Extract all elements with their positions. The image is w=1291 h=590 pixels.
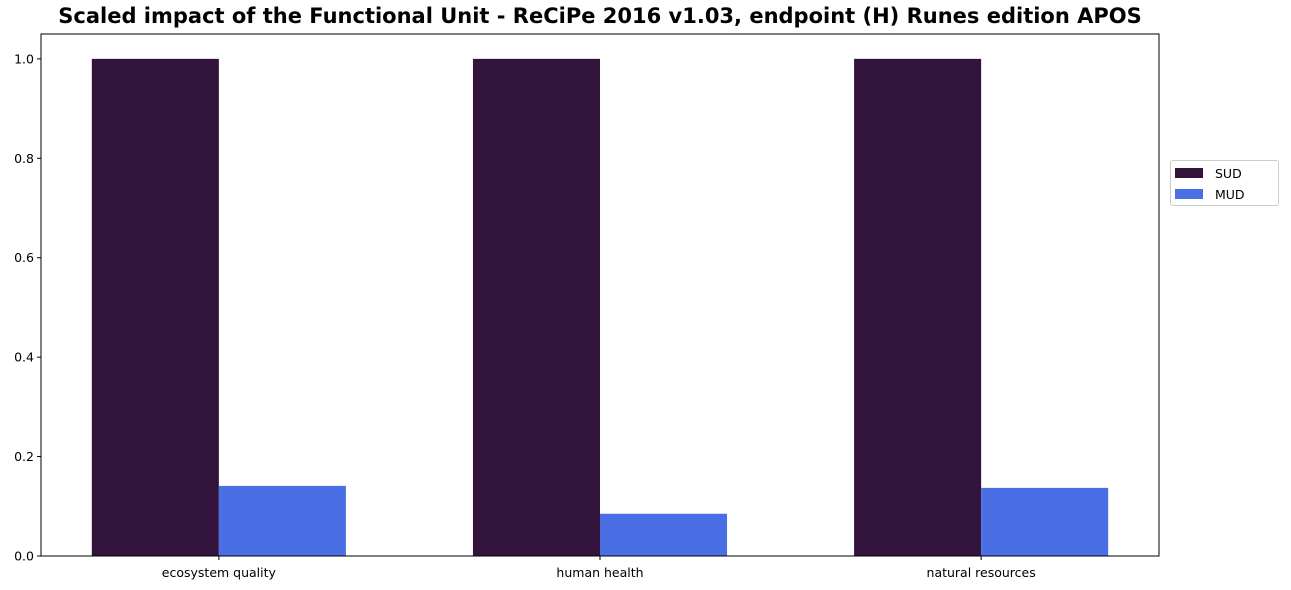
plot-frame xyxy=(40,33,1160,557)
legend: SUD MUD xyxy=(1170,160,1279,206)
y-tick-label: 0.4 xyxy=(14,350,34,365)
bars-group xyxy=(91,58,1109,556)
legend-label-sud: SUD xyxy=(1215,165,1242,181)
bar-mud-natural-resources xyxy=(981,487,1109,556)
y-tick-label: 0.2 xyxy=(14,449,34,464)
y-tick-label: 1.0 xyxy=(14,51,34,66)
bar-mud-ecosystem-quality xyxy=(218,485,346,556)
bar-sud-natural-resources xyxy=(854,58,982,556)
x-tick-label: natural resources xyxy=(927,565,1036,580)
legend-item-sud: SUD xyxy=(1175,163,1242,183)
x-axis: ecosystem quality human health natural res… xyxy=(162,556,1036,580)
y-tick-label: 0.8 xyxy=(14,151,34,166)
bar-sud-ecosystem-quality xyxy=(91,58,219,556)
legend-swatch-mud xyxy=(1175,189,1203,199)
y-tick-label: 0.6 xyxy=(14,250,34,265)
legend-swatch-sud xyxy=(1175,168,1203,178)
x-tick-label: human health xyxy=(556,565,643,580)
legend-item-mud: MUD xyxy=(1175,184,1245,204)
x-tick-label: ecosystem quality xyxy=(162,565,277,580)
bar-sud-human-health xyxy=(472,58,600,556)
legend-label-mud: MUD xyxy=(1215,186,1245,202)
chart-title: Scaled impact of the Functional Unit - R… xyxy=(58,4,1142,28)
y-tick-label: 0.0 xyxy=(14,549,34,564)
bar-mud-human-health xyxy=(600,513,728,556)
y-axis: 0.0 0.2 0.4 0.6 0.8 1.0 xyxy=(14,51,41,564)
